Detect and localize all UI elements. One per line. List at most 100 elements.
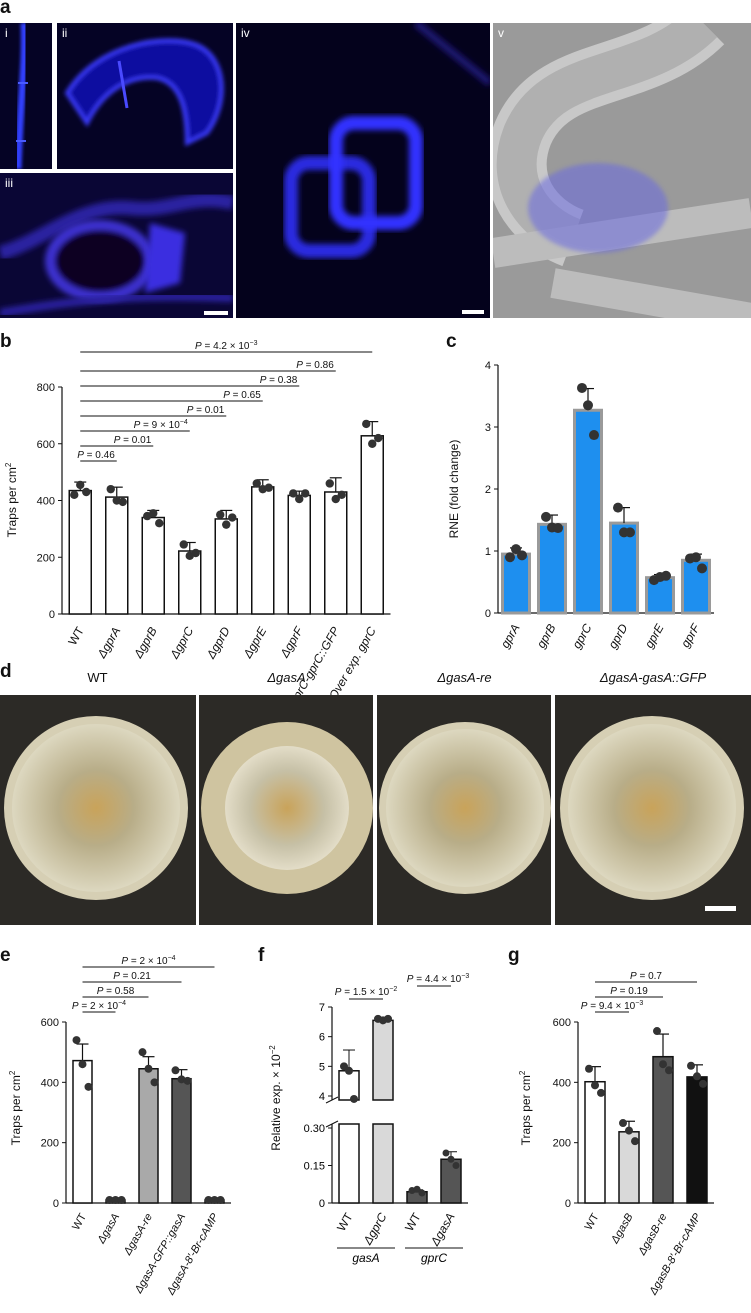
y-axis-label: Traps per cm2	[518, 1070, 533, 1145]
y-tick-label: 4	[319, 1091, 325, 1103]
data-point	[384, 1014, 392, 1023]
data-point	[117, 1195, 126, 1204]
micrograph-v: v	[493, 23, 751, 318]
data-point	[447, 1155, 455, 1163]
bar	[171, 1077, 192, 1204]
y-tick-label: 800	[37, 382, 55, 394]
data-point	[76, 480, 85, 490]
bar	[324, 491, 348, 615]
plates-image	[0, 695, 751, 925]
data-point	[597, 1088, 605, 1097]
data-point	[413, 1185, 421, 1193]
x-tick-label: gprA	[498, 622, 523, 651]
p-value-label: P = 9.4 × 10−3	[581, 1000, 644, 1012]
p-value-label: P = 1.5 × 10−2	[335, 986, 398, 998]
data-point	[222, 520, 231, 529]
p-value-label: P = 2 × 10−4	[72, 1000, 126, 1012]
p-value-label: P = 4.2 × 10−3	[195, 340, 258, 352]
y-axis-label: Relative exp. × 10−2	[268, 1045, 283, 1151]
data-point	[252, 479, 261, 488]
x-tick-label: gprE	[642, 621, 667, 651]
data-point	[659, 1060, 667, 1069]
panel-letter-f: f	[258, 945, 265, 966]
subpanel-label-iii: iii	[5, 176, 13, 190]
bar	[537, 522, 567, 615]
y-tick-label: 2	[485, 484, 491, 496]
x-tick-label: ΔgasA-re	[121, 1212, 155, 1259]
y-tick-label: 200	[41, 1138, 59, 1150]
x-tick-label: WT	[402, 1210, 424, 1234]
data-point	[452, 1162, 460, 1169]
data-point	[687, 1061, 695, 1070]
data-point	[331, 494, 340, 504]
bar	[287, 494, 311, 615]
y-tick-label: 5	[319, 1061, 325, 1073]
x-tick-label: ΔgasB-re	[636, 1212, 670, 1259]
subpanel-label-v: v	[498, 26, 504, 40]
bar	[652, 1055, 674, 1204]
data-point	[289, 489, 298, 498]
bar	[105, 496, 129, 615]
x-tick-label: ΔgprC	[360, 1210, 390, 1248]
y-axis-label: Traps per cm2	[8, 1070, 23, 1145]
y-tick-label: 1	[485, 546, 491, 558]
data-point	[171, 1066, 180, 1075]
x-tick-label: ΔgprE	[240, 624, 270, 662]
data-point	[374, 433, 383, 443]
data-point	[228, 513, 237, 522]
scale-bar	[204, 311, 228, 315]
data-point	[325, 479, 334, 488]
bar	[138, 1068, 159, 1204]
group-label: gprC	[421, 1251, 447, 1265]
data-point	[264, 483, 273, 492]
y-tick-label: 200	[553, 1138, 571, 1150]
data-point	[505, 552, 515, 563]
p-value-label: P = 0.19	[610, 986, 648, 997]
y-tick-label: 600	[37, 439, 55, 451]
nematode-capture-image	[493, 23, 751, 318]
p-value-label: P = 2 × 10−4	[121, 955, 175, 967]
data-point	[591, 1081, 599, 1090]
bar	[178, 550, 202, 615]
data-point	[155, 519, 164, 528]
trap-image	[64, 38, 224, 147]
data-point	[631, 1137, 639, 1146]
y-tick-label: 600	[553, 1017, 571, 1029]
data-point	[204, 1195, 213, 1204]
x-tick-label: gprF	[678, 621, 703, 650]
p-value-label: P = 9 × 10−4	[134, 419, 188, 431]
y-axis-label: RNE (fold change)	[447, 440, 461, 539]
data-point	[138, 1048, 147, 1057]
data-point	[216, 510, 225, 519]
data-point	[699, 1079, 707, 1088]
subpanel-label-ii: ii	[62, 26, 68, 40]
y-tick-label: 400	[41, 1077, 59, 1089]
bar	[214, 518, 238, 615]
data-point	[589, 430, 599, 441]
chart-g: 0 200 400 600 Traps per cm2 P = 9.4 × 10−3 P =…	[518, 971, 714, 1298]
bar	[573, 408, 603, 615]
data-point	[82, 487, 91, 497]
x-tick-label: WT	[334, 1210, 356, 1234]
data-point	[583, 400, 593, 411]
y-tick-label: 0	[485, 608, 491, 620]
data-point	[665, 1066, 673, 1075]
data-point	[295, 494, 304, 504]
micrograph-iv: iv	[236, 23, 490, 318]
data-point	[368, 439, 377, 448]
data-point	[418, 1189, 426, 1197]
data-point	[697, 563, 707, 574]
p-value-label: P = 0.58	[97, 986, 135, 997]
p-value-label: P = 0.65	[223, 390, 261, 401]
data-point	[183, 1076, 192, 1085]
chart-f: 4 5 6 7 0 0.15 0.30 Relative exp. × 10−2 P = 1.5…	[268, 973, 469, 1265]
micrograph-iii: iii	[0, 173, 233, 318]
data-point	[541, 511, 551, 522]
data-point	[72, 1036, 81, 1045]
data-point	[84, 1082, 93, 1091]
y-tick-label: 400	[37, 496, 55, 508]
p-value-label: P = 0.86	[296, 360, 334, 371]
panel-letter-d: d	[0, 661, 12, 682]
plate-caption-gasa-re: ΔgasA-re	[437, 670, 492, 685]
data-point	[613, 502, 623, 513]
